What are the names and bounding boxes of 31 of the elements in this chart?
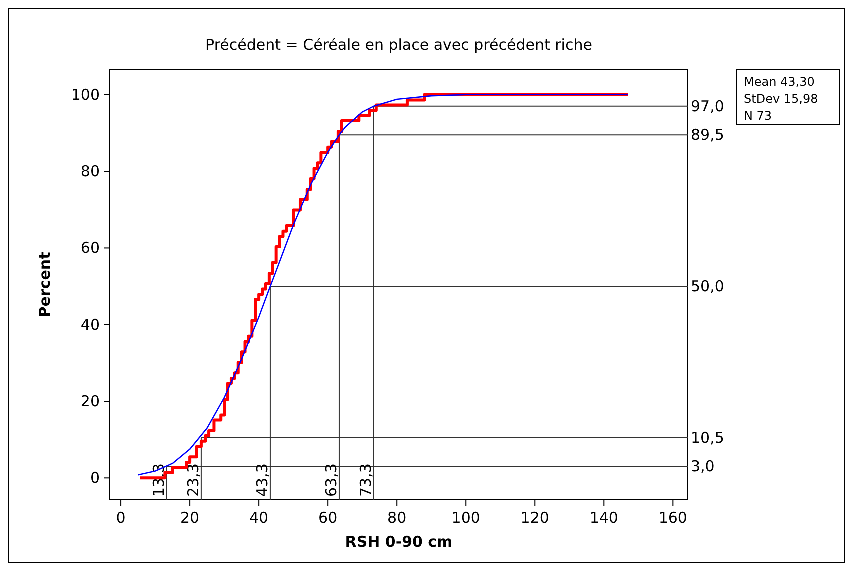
x-tick-label: 60 — [318, 509, 338, 527]
y-axis-title: Percent — [36, 252, 54, 318]
ref-line-label: 43,3 — [253, 464, 272, 497]
x-tick-label: 20 — [180, 509, 200, 527]
ref-line-label: 50,0 — [691, 278, 724, 296]
x-axis-title: RSH 0-90 cm — [345, 533, 453, 551]
y-tick-label: 100 — [71, 86, 100, 104]
text: StDev 15,98 — [744, 92, 818, 106]
ref-line-label: 89,5 — [691, 126, 724, 144]
ref-line-label: 3,0 — [691, 458, 715, 476]
x-tick-label: 80 — [388, 509, 407, 527]
ref-line-label: 73,3 — [356, 464, 375, 497]
x-tick-label: 100 — [452, 509, 480, 527]
text: Mean 43,30 — [744, 75, 815, 89]
x-tick-label: 0 — [116, 509, 126, 527]
ref-line-label: 23,3 — [184, 464, 202, 497]
y-tick-label: 20 — [80, 392, 100, 411]
ref-line-label: 13,3 — [150, 464, 168, 497]
ref-line-label: 63,3 — [322, 464, 340, 497]
y-tick-label: 80 — [80, 162, 100, 181]
x-tick-label: 160 — [658, 509, 688, 527]
x-tick-label: 120 — [520, 509, 550, 527]
x-tick-label: 140 — [590, 509, 618, 527]
ref-line-label: 10,5 — [691, 428, 724, 447]
chart-title: Précédent = Céréale en place avec précédent riche — [206, 36, 592, 54]
x-tick-label: 40 — [250, 509, 269, 527]
y-tick-label: 0 — [90, 469, 100, 488]
y-tick-label: 40 — [80, 316, 100, 334]
text: N 73 — [744, 109, 772, 123]
ref-line-label: 97,0 — [691, 97, 724, 116]
y-tick-label: 60 — [80, 239, 100, 258]
